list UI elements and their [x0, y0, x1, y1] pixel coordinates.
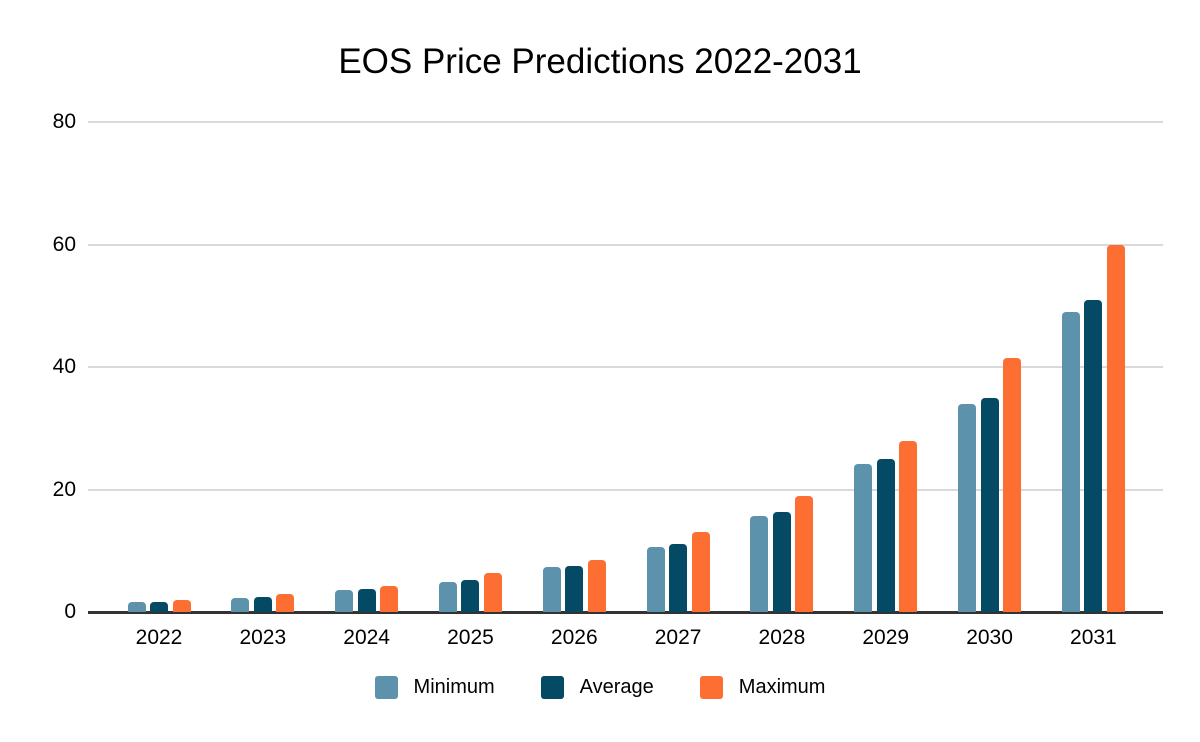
- gridline-y-80: [88, 121, 1163, 123]
- x-tick-label-2031: 2031: [1070, 626, 1117, 649]
- chart-title: EOS Price Predictions 2022-2031: [338, 42, 862, 81]
- bar-maximum-2024: [380, 586, 399, 612]
- legend: Minimum Average Maximum: [0, 676, 1200, 699]
- legend-swatch-maximum: [699, 676, 723, 699]
- y-tick-label-60: 60: [52, 232, 76, 256]
- legend-label-average: Average: [579, 676, 654, 698]
- y-tick-label-80: 80: [52, 110, 76, 133]
- legend-label-maximum: Maximum: [738, 676, 826, 698]
- bar-average-2027: [669, 544, 688, 612]
- x-axis-line: [88, 611, 1163, 614]
- legend-item-maximum: Maximum: [699, 676, 826, 699]
- bar-minimum-2029: [854, 463, 873, 612]
- x-tick-label-2023: 2023: [239, 626, 287, 649]
- x-tick-label-2029: 2029: [862, 626, 910, 649]
- bar-average-2031: [1084, 299, 1103, 612]
- bar-maximum-2025: [483, 573, 502, 612]
- bar-maximum-2029: [899, 441, 918, 612]
- bar-average-2029: [876, 458, 895, 612]
- bar-maximum-2023: [276, 594, 295, 612]
- y-tick-label-20: 20: [52, 477, 76, 501]
- bar-average-2023: [253, 597, 272, 612]
- bar-minimum-2023: [231, 597, 250, 612]
- bar-maximum-2027: [691, 531, 710, 612]
- legend-item-minimum: Minimum: [374, 676, 495, 699]
- bar-average-2028: [772, 512, 791, 612]
- x-tick-label-2028: 2028: [758, 626, 806, 649]
- bar-average-2030: [980, 397, 999, 612]
- legend-item-average: Average: [540, 676, 654, 699]
- bar-minimum-2030: [958, 403, 977, 612]
- bar-minimum-2026: [542, 566, 561, 612]
- gridline-y-40: [88, 366, 1163, 368]
- y-tick-label-40: 40: [52, 355, 76, 378]
- x-tick-label-2022: 2022: [135, 626, 183, 649]
- bar-minimum-2027: [646, 547, 665, 612]
- bar-maximum-2030: [1003, 357, 1022, 612]
- bar-maximum-2026: [587, 559, 606, 612]
- gridline-y-20: [88, 488, 1163, 491]
- bar-average-2025: [461, 579, 480, 612]
- x-tick-label-2025: 2025: [447, 626, 494, 649]
- legend-swatch-average: [540, 676, 564, 699]
- bar-average-2022: [150, 601, 168, 612]
- legend-swatch-minimum: [374, 676, 398, 699]
- bar-minimum-2031: [1061, 311, 1080, 612]
- bar-maximum-2028: [795, 496, 814, 612]
- bar-average-2024: [357, 589, 376, 612]
- bar-minimum-2025: [438, 581, 457, 612]
- bar-minimum-2022: [127, 602, 146, 612]
- x-tick-label-2024: 2024: [343, 626, 390, 649]
- x-tick-label-2030: 2030: [966, 626, 1013, 649]
- x-tick-label-2026: 2026: [550, 626, 598, 649]
- gridline-y-60: [88, 243, 1163, 246]
- bar-maximum-2031: [1106, 244, 1125, 612]
- bar-minimum-2024: [335, 589, 354, 612]
- bar-minimum-2028: [750, 515, 769, 612]
- y-tick-label-0: 0: [64, 600, 76, 623]
- bar-maximum-2022: [172, 599, 191, 612]
- legend-label-minimum: Minimum: [413, 676, 495, 698]
- x-tick-label-2027: 2027: [654, 626, 702, 649]
- bar-average-2026: [565, 566, 584, 612]
